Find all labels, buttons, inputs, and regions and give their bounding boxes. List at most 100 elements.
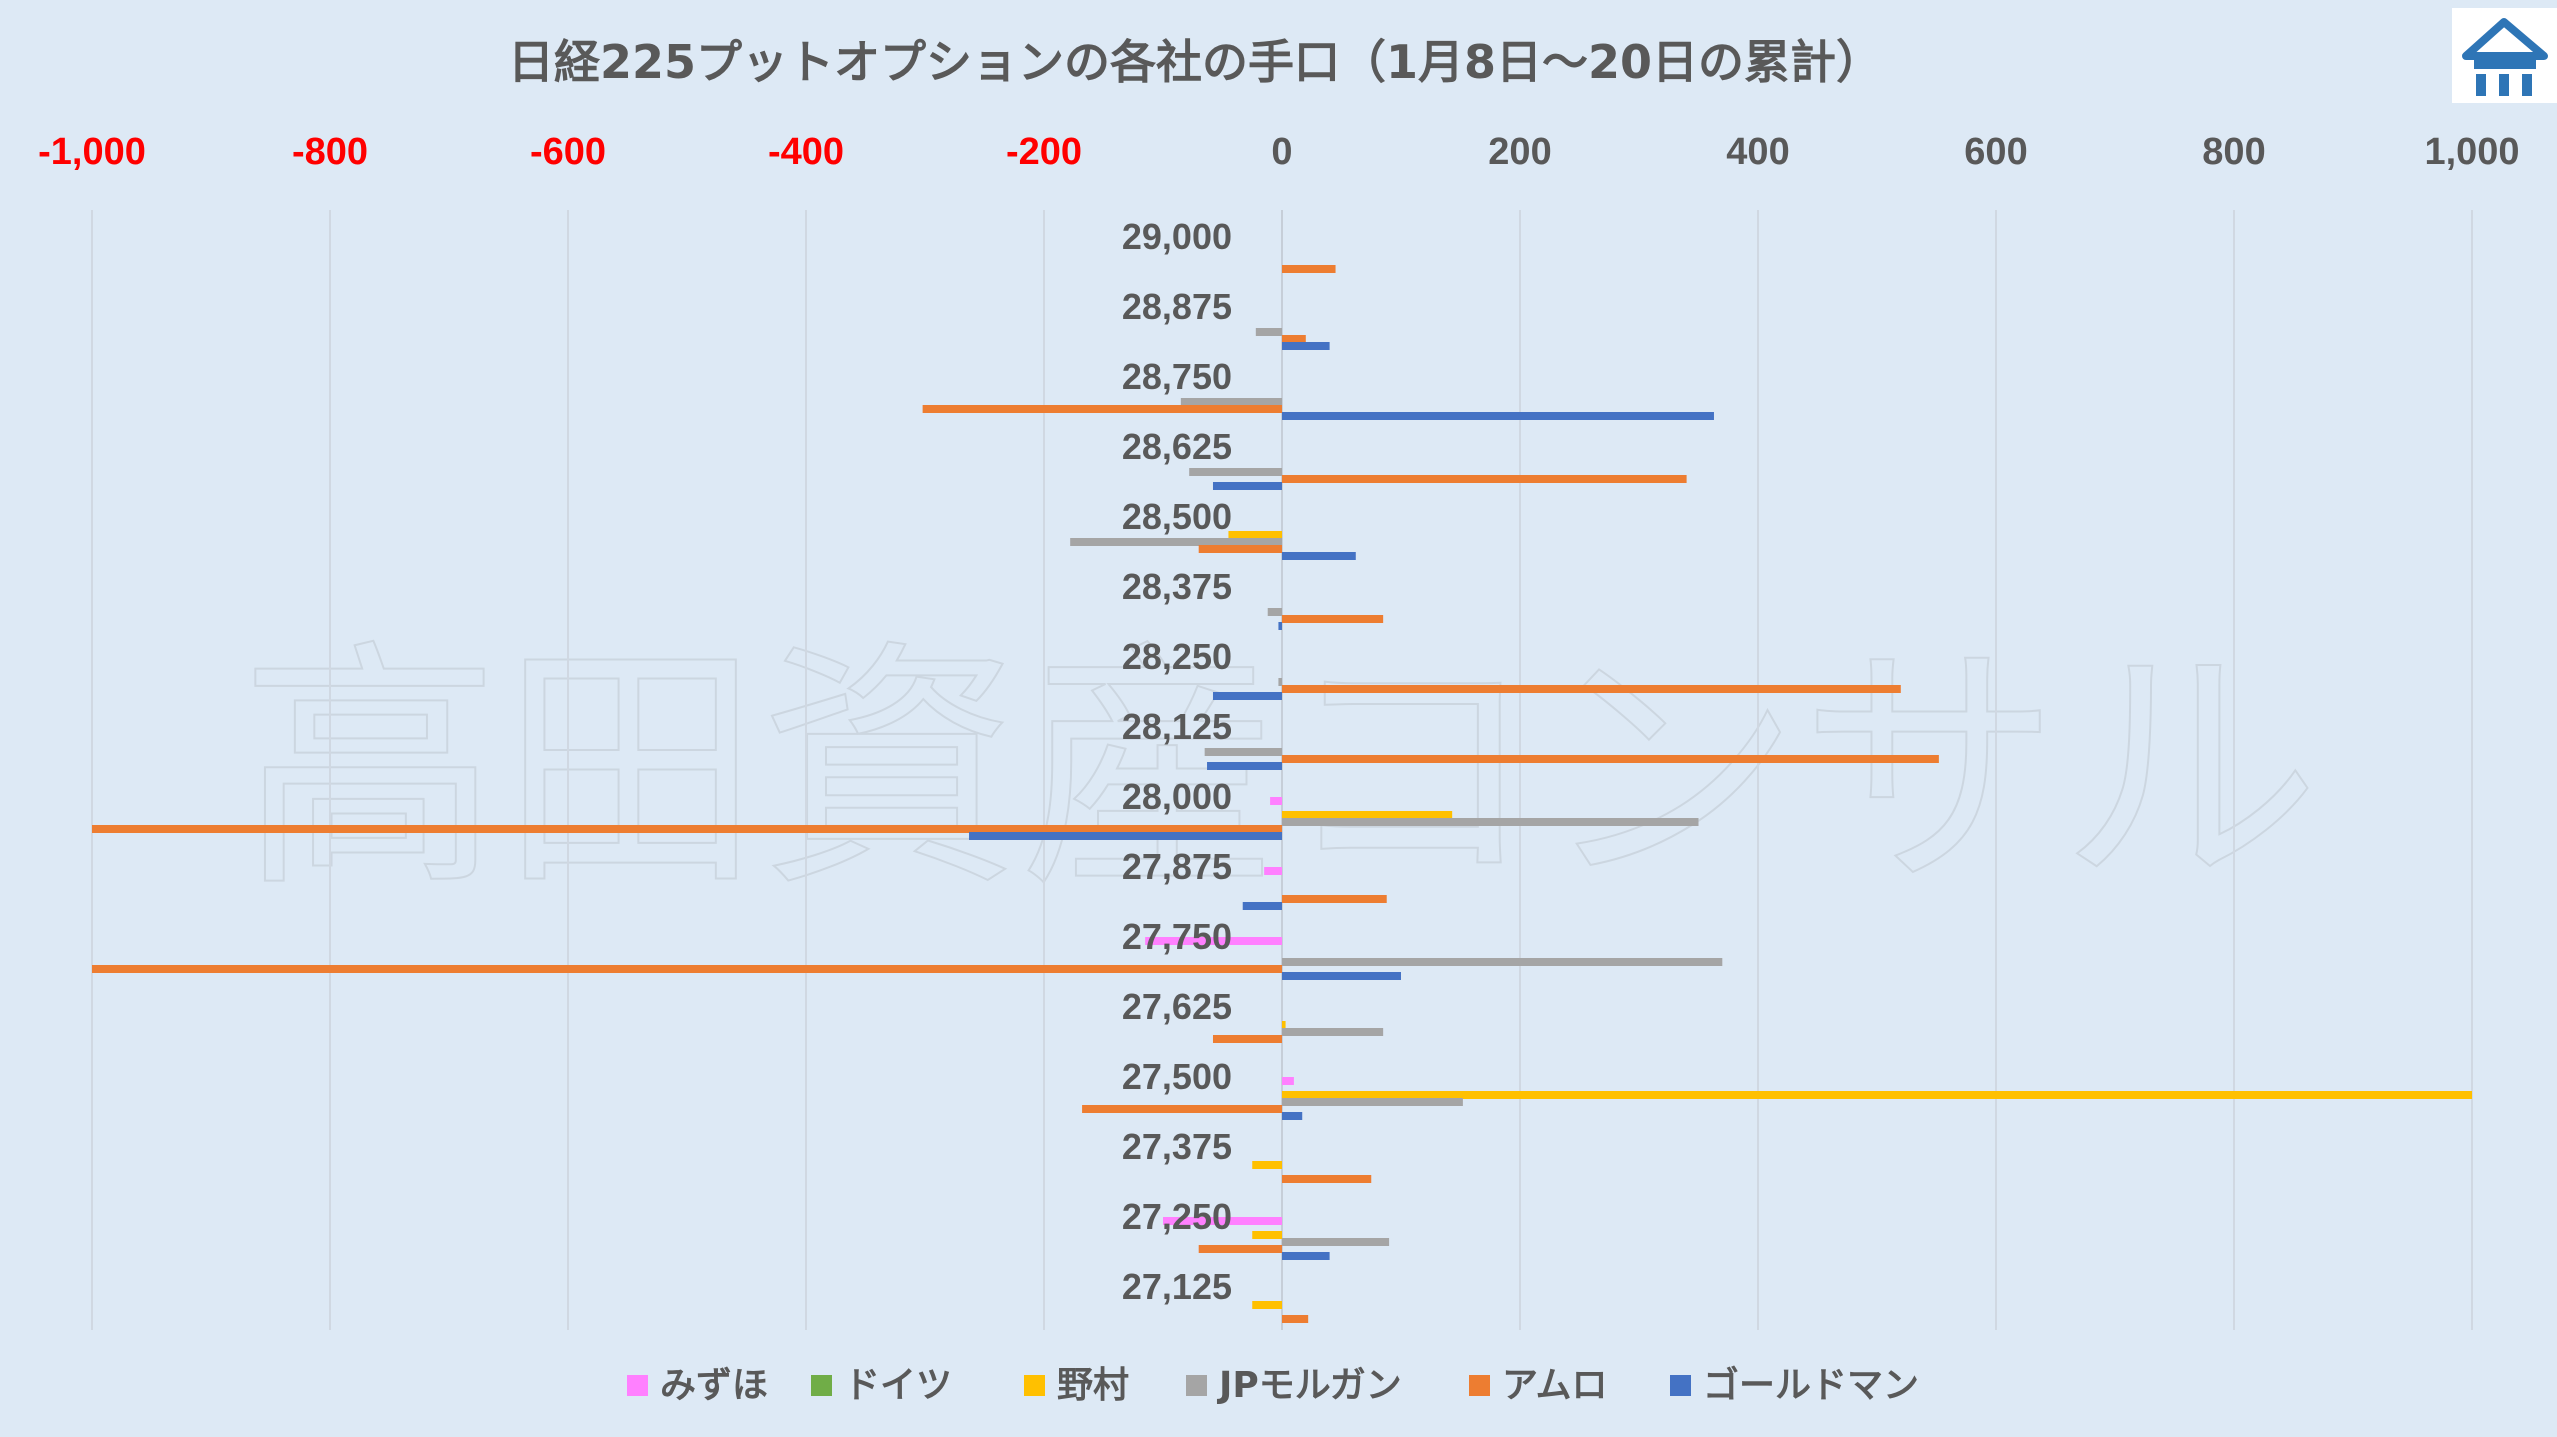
category-label: 28,875 bbox=[1122, 286, 1232, 327]
legend: みずほ ドイツ 野村 JPモルガン アムロ ゴールドマン bbox=[627, 1364, 1919, 1406]
bar-アムロ-27,750 bbox=[92, 965, 1282, 973]
bar-ゴールドマン-28,875 bbox=[1282, 342, 1330, 350]
legend-swatch-JPモルガン bbox=[1186, 1375, 1207, 1396]
bar-ゴールドマン-27,750 bbox=[1282, 972, 1401, 980]
category-label: 27,500 bbox=[1122, 1056, 1232, 1097]
x-tick-label: -200 bbox=[1006, 131, 1082, 173]
category-labels: 29,000 28,875 28,750 28,625 28,500 28,375 28,2… bbox=[1122, 216, 1232, 1307]
category-label: 27,250 bbox=[1122, 1196, 1232, 1237]
bar-アムロ-27,875 bbox=[1282, 895, 1387, 903]
legend-label-JPモルガン: JPモルガン bbox=[1216, 1365, 1402, 1406]
category-label: 27,875 bbox=[1122, 846, 1232, 887]
category-label: 28,000 bbox=[1122, 776, 1232, 817]
bar-JPモルガン-27,250 bbox=[1282, 1238, 1390, 1246]
bar-アムロ-28,750 bbox=[922, 405, 1282, 413]
bar-JPモルガン-28,750 bbox=[1180, 398, 1282, 406]
watermark: 高田資産コンサル bbox=[239, 619, 2321, 923]
bar-アムロ-27,625 bbox=[1212, 1035, 1282, 1043]
bar-JPモルガン-28,250 bbox=[1278, 678, 1282, 686]
x-tick-label: 800 bbox=[2202, 131, 2265, 173]
bar-JPモルガン-28,125 bbox=[1204, 748, 1282, 756]
bar-ゴールドマン-28,500 bbox=[1282, 552, 1356, 560]
bar-ゴールドマン-28,250 bbox=[1212, 692, 1282, 700]
bar-アムロ-27,500 bbox=[1082, 1105, 1282, 1113]
bar-野村-27,125 bbox=[1252, 1301, 1282, 1309]
x-tick-label: -1,000 bbox=[38, 131, 146, 173]
bar-みずほ-27,500 bbox=[1282, 1077, 1294, 1085]
legend-label-みずほ: みずほ bbox=[660, 1365, 768, 1406]
bar-JPモルガン-28,375 bbox=[1267, 608, 1282, 616]
bar-アムロ-27,125 bbox=[1282, 1315, 1309, 1323]
bar-アムロ-28,250 bbox=[1282, 685, 1901, 693]
category-label: 29,000 bbox=[1122, 216, 1232, 257]
bar-JPモルガン-27,750 bbox=[1282, 958, 1723, 966]
bar-野村-28,500 bbox=[1228, 531, 1282, 539]
bar-JPモルガン-27,500 bbox=[1282, 1098, 1463, 1106]
category-label: 28,125 bbox=[1122, 706, 1232, 747]
bar-JPモルガン-28,000 bbox=[1282, 818, 1699, 826]
bar-アムロ-28,875 bbox=[1282, 335, 1306, 343]
bar-みずほ-27,875 bbox=[1264, 867, 1282, 875]
bar-ゴールドマン-28,750 bbox=[1282, 412, 1714, 420]
bar-JPモルガン-28,625 bbox=[1189, 468, 1282, 476]
bar-ゴールドマン-28,375 bbox=[1278, 622, 1282, 630]
chart-title: 日経225プットオプションの各社の手口（1月8日～20日の累計） bbox=[508, 35, 1882, 89]
x-axis-ticks: -1,000 -800 -600 -400 -200 0 200 400 600 800 1,000 bbox=[38, 131, 2519, 173]
category-label: 28,750 bbox=[1122, 356, 1232, 397]
category-label: 27,375 bbox=[1122, 1126, 1232, 1167]
legend-swatch-みずほ bbox=[627, 1375, 648, 1396]
bar-アムロ-28,625 bbox=[1282, 475, 1687, 483]
legend-swatch-ゴールドマン bbox=[1670, 1375, 1691, 1396]
category-label: 27,125 bbox=[1122, 1266, 1232, 1307]
bar-ゴールドマン-27,250 bbox=[1282, 1252, 1330, 1260]
bar-みずほ-27,750 bbox=[1145, 937, 1282, 945]
x-tick-label: 1,000 bbox=[2424, 131, 2519, 173]
x-tick-label: -600 bbox=[530, 131, 606, 173]
bar-アムロ-28,000 bbox=[92, 825, 1282, 833]
category-label: 28,375 bbox=[1122, 566, 1232, 607]
legend-label-ゴールドマン: ゴールドマン bbox=[1703, 1364, 1919, 1406]
x-tick-label: 400 bbox=[1726, 131, 1789, 173]
bar-アムロ-28,500 bbox=[1198, 545, 1282, 553]
category-label: 27,750 bbox=[1122, 916, 1232, 957]
bar-野村-27,500 bbox=[1282, 1091, 2472, 1099]
bar-アムロ-27,250 bbox=[1198, 1245, 1282, 1253]
bar-野村-27,375 bbox=[1252, 1161, 1282, 1169]
bar-アムロ-28,125 bbox=[1282, 755, 1939, 763]
bar-JPモルガン-27,625 bbox=[1282, 1028, 1384, 1036]
bar-JPモルガン-28,875 bbox=[1255, 328, 1282, 336]
category-label: 28,250 bbox=[1122, 636, 1232, 677]
bar-みずほ-28,000 bbox=[1270, 797, 1282, 805]
category-label: 28,625 bbox=[1122, 426, 1232, 467]
category-label: 27,625 bbox=[1122, 986, 1232, 1027]
bar-みずほ-27,250 bbox=[1163, 1217, 1282, 1225]
bar-アムロ-28,375 bbox=[1282, 615, 1384, 623]
x-tick-label: -400 bbox=[768, 131, 844, 173]
legend-label-野村: 野村 bbox=[1057, 1365, 1129, 1406]
x-tick-label: 200 bbox=[1488, 131, 1551, 173]
bar-JPモルガン-28,500 bbox=[1070, 538, 1282, 546]
bar-ゴールドマン-28,125 bbox=[1207, 762, 1282, 770]
bar-野村-27,250 bbox=[1252, 1231, 1282, 1239]
grid bbox=[91, 210, 2473, 1330]
legend-swatch-ドイツ bbox=[811, 1375, 832, 1396]
legend-swatch-野村 bbox=[1024, 1375, 1045, 1396]
legend-label-ドイツ: ドイツ bbox=[844, 1365, 952, 1406]
bar-アムロ-27,375 bbox=[1282, 1175, 1372, 1183]
bar-野村-27,625 bbox=[1282, 1021, 1286, 1029]
x-tick-label: 0 bbox=[1271, 131, 1292, 173]
watermark-text: 高田資産コンサル bbox=[240, 620, 2320, 922]
bar-野村-28,000 bbox=[1282, 811, 1453, 819]
legend-label-アムロ: アムロ bbox=[1502, 1365, 1607, 1406]
category-label: 28,500 bbox=[1122, 496, 1232, 537]
logo-icon bbox=[2452, 8, 2557, 103]
bar-ゴールドマン-27,875 bbox=[1242, 902, 1282, 910]
x-tick-label: 600 bbox=[1964, 131, 2027, 173]
legend-swatch-アムロ bbox=[1469, 1375, 1490, 1396]
bar-ゴールドマン-28,625 bbox=[1212, 482, 1282, 490]
bar-アムロ-29,000 bbox=[1282, 265, 1336, 273]
x-tick-label: -800 bbox=[292, 131, 368, 173]
bar-ゴールドマン-27,500 bbox=[1282, 1112, 1303, 1120]
bar-ゴールドマン-28,000 bbox=[969, 832, 1282, 840]
